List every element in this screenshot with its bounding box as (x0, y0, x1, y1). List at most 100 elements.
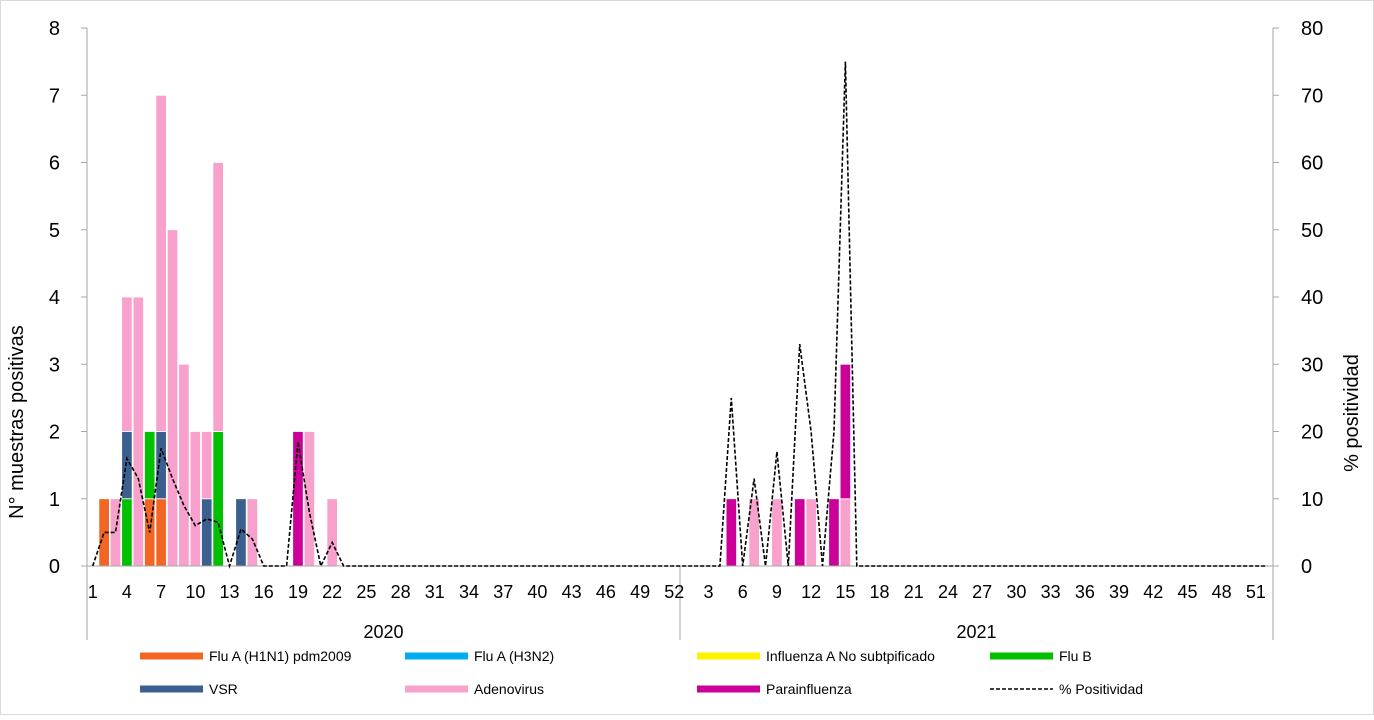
left-y-tick-label: 7 (49, 85, 60, 107)
x-tick-label: 12 (801, 582, 821, 602)
legend: Flu A (H1N1) pdm2009 Flu A (H3N2) Influenz… (140, 648, 1143, 697)
legend-swatch (697, 652, 760, 660)
bar-segment (155, 498, 167, 567)
x-tick-label: 24 (938, 582, 958, 602)
legend-label: Flu B (1059, 648, 1092, 664)
x-tick-label: 46 (596, 582, 616, 602)
bar-segment (292, 431, 304, 567)
bar-segment (212, 162, 224, 432)
x-tick-label: 42 (1143, 582, 1163, 602)
legend-label: Influenza A No subtpificado (766, 648, 935, 664)
right-axis-label: % positividad (1341, 354, 1363, 472)
bar-segment (212, 431, 224, 567)
x-tick-label: 36 (1075, 582, 1095, 602)
legend-label: VSR (209, 681, 238, 697)
right-y-tick-label: 60 (1301, 153, 1323, 175)
legend-swatch (405, 652, 468, 660)
legend-label: % Positividad (1059, 681, 1143, 697)
x-tick-label: 33 (1041, 582, 1061, 602)
x-tick-label: 16 (254, 582, 274, 602)
bar-segment (155, 94, 167, 432)
left-y-tick-label: 6 (49, 153, 60, 175)
x-tick-label: 18 (870, 582, 890, 602)
x-tick-label: 7 (156, 582, 166, 602)
bar-segment (839, 363, 852, 500)
x-tick-label: 13 (220, 582, 240, 602)
x-tick-label: 37 (493, 582, 513, 602)
bar-segment (121, 498, 133, 567)
x-tick-label: 25 (356, 582, 376, 602)
x-tick-label: 39 (1109, 582, 1129, 602)
bar-segment (201, 431, 213, 500)
legend-label: Flu A (H1N1) pdm2009 (209, 648, 352, 664)
right-y-tick-label: 0 (1301, 556, 1312, 578)
right-y-tick-label: 40 (1301, 287, 1323, 309)
x-tick-label: 51 (1246, 582, 1266, 602)
x-tick-label: 4 (122, 582, 132, 602)
x-tick-label: 30 (1006, 582, 1026, 602)
legend-swatch (140, 652, 203, 660)
x-tick-label: 28 (391, 582, 411, 602)
bar-segment (326, 498, 338, 567)
bar-segment (189, 431, 201, 567)
x-tick-label: 6 (738, 582, 748, 602)
x-tick-label: 43 (562, 582, 582, 602)
left-y-tick-label: 5 (49, 220, 60, 242)
right-y-tick-label: 80 (1301, 18, 1323, 40)
legend-swatch (990, 652, 1053, 660)
x-tick-label: 31 (425, 582, 445, 602)
bar-segment (839, 498, 852, 567)
x-tick-label: 19 (288, 582, 308, 602)
year-label: 2020 (363, 622, 403, 642)
bar-segment (155, 431, 167, 500)
year-labels: 2020 2021 (363, 622, 996, 642)
bar-segment (178, 363, 190, 567)
x-tick-label: 48 (1212, 582, 1232, 602)
x-tick-labels: 1 4 7 10 13 16 19 22 25 28 31 34 37 40 43 46 49 52 3 6 9 12 15… (88, 582, 1266, 602)
x-tick-label: 52 (664, 582, 684, 602)
bar-segment (132, 296, 144, 567)
legend-swatch (405, 685, 468, 693)
left-y-tick-label: 3 (49, 354, 60, 376)
bar-segment (805, 498, 817, 567)
year-label: 2021 (956, 622, 996, 642)
left-y-tick-label: 4 (49, 287, 60, 309)
x-tick-label: 21 (904, 582, 924, 602)
x-tick-label: 22 (322, 582, 342, 602)
x-tick-label: 34 (459, 582, 479, 602)
bars-layer (98, 94, 852, 567)
right-y-tick-label: 70 (1301, 85, 1323, 107)
right-y-tick-label: 50 (1301, 220, 1323, 242)
x-tick-label: 27 (972, 582, 992, 602)
legend-label: Parainfluenza (766, 681, 852, 697)
x-tick-label: 3 (704, 582, 714, 602)
left-y-tick-label: 1 (49, 489, 60, 511)
positivity-line-layer (91, 61, 1268, 569)
bar-segment (144, 431, 156, 500)
positivity-line (91, 61, 1268, 569)
bar-segment (121, 296, 133, 432)
bar-segment (201, 498, 213, 567)
legend-label: Flu A (H3N2) (474, 648, 554, 664)
bar-segment (828, 498, 840, 567)
bar-segment (725, 498, 737, 567)
x-tick-label: 9 (772, 582, 782, 602)
legend-swatch (697, 685, 760, 693)
legend-swatch (140, 685, 203, 693)
x-tick-label: 10 (185, 582, 205, 602)
x-tick-label: 15 (835, 582, 855, 602)
bar-segment (771, 498, 783, 567)
left-y-tick-label: 0 (49, 556, 60, 578)
legend-label: Adenovirus (474, 681, 544, 697)
bar-segment (246, 498, 259, 567)
left-y-tick-label: 8 (49, 18, 60, 40)
bar-segment (794, 498, 806, 567)
x-tick-label: 40 (527, 582, 547, 602)
right-y-tick-label: 10 (1301, 489, 1323, 511)
left-y-tick-label: 2 (49, 422, 60, 444)
left-axis-label: N° muestras positivas (6, 325, 28, 519)
bar-segment (166, 229, 179, 567)
